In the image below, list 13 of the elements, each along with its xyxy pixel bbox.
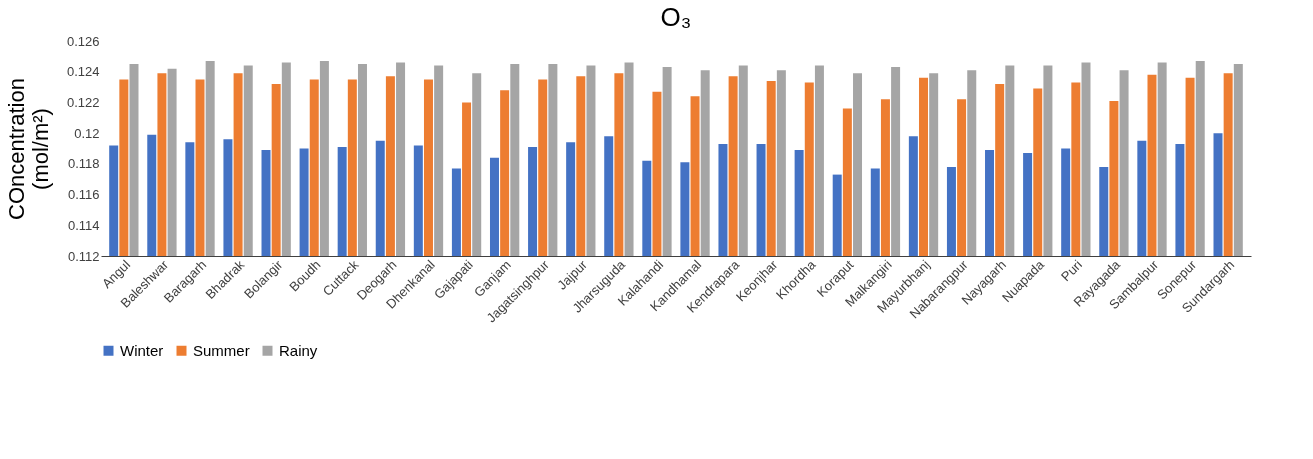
y-tick-label: 0.126 (66, 33, 100, 49)
y-tick-label: 0.112 (67, 248, 100, 264)
y-tick-label: 0.122 (66, 94, 100, 110)
y-axis-title: COncentration (mol/m²) (3, 78, 53, 220)
legend-label: Winter (120, 341, 164, 359)
y-tick-label: 0.114 (67, 217, 100, 233)
y-tick-label: 0.12 (74, 125, 100, 141)
y-tick-label: 0.124 (66, 64, 100, 80)
legend-label: Rainy (279, 341, 318, 359)
y-tick-label: 0.116 (67, 187, 100, 203)
y-tick-label: 0.118 (67, 156, 100, 172)
chart-title: O₃ (660, 2, 692, 32)
legend-label: Summer (193, 341, 250, 359)
